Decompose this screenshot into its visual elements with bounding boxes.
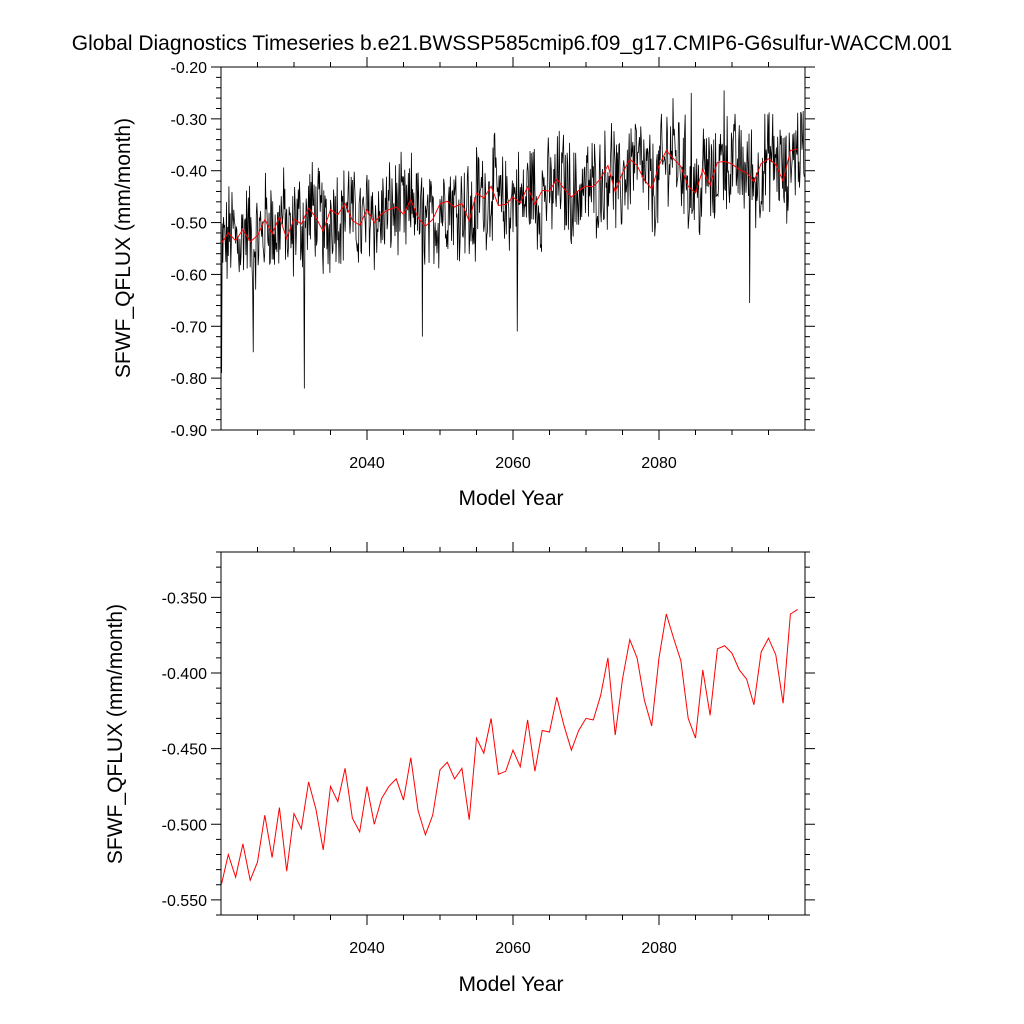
top-x-axis-label: Model Year xyxy=(458,487,563,510)
bottom-y-tick-label: -0.350 xyxy=(162,590,207,607)
bottom-x-tick-label: 2040 xyxy=(349,940,385,957)
bottom-tick-labels: 2040 2060 2080 -0.550 -0.500 -0.450 -0.400 -0.3… xyxy=(162,590,677,957)
top-y-tick-label: -0.50 xyxy=(171,216,208,233)
top-y-tick-label: -0.70 xyxy=(171,319,208,336)
bottom-x-tick-label: 2080 xyxy=(641,940,677,957)
bottom-tick-marks xyxy=(211,542,815,925)
top-y-axis-label: SFWF_QFLUX (mm/month) xyxy=(112,118,135,378)
top-x-tick-label: 2040 xyxy=(349,455,385,472)
top-y-tick-label: -0.40 xyxy=(171,164,208,181)
top-y-tick-label: -0.90 xyxy=(171,423,208,440)
bottom-annual-mean-line xyxy=(221,609,798,887)
top-tick-marks xyxy=(211,57,815,440)
top-x-tick-label: 2060 xyxy=(495,455,531,472)
top-y-tick-label: -0.30 xyxy=(171,112,208,129)
bottom-y-tick-label: -0.450 xyxy=(162,742,207,759)
top-annual-mean-line xyxy=(221,148,798,245)
bottom-series-layer xyxy=(221,609,798,887)
bottom-y-axis-label: SFWF_QFLUX (mm/month) xyxy=(104,604,127,864)
top-x-tick-label: 2080 xyxy=(641,455,677,472)
bottom-y-tick-label: -0.400 xyxy=(162,666,207,683)
figure-title: Global Diagnostics Timeseries b.e21.BWSS… xyxy=(72,32,952,55)
bottom-plot-frame xyxy=(220,551,806,916)
bottom-x-tick-label: 2060 xyxy=(495,940,531,957)
bottom-x-axis-label: Model Year xyxy=(458,973,563,996)
top-y-tick-label: -0.60 xyxy=(171,267,208,284)
top-plot-frame xyxy=(220,66,806,431)
bottom-y-tick-label: -0.500 xyxy=(162,817,207,834)
top-tick-labels: 2040 2060 2080 -0.90 -0.80 -0.70 -0.60 -0.50 -0.… xyxy=(171,60,677,472)
bottom-panel: 2040 2060 2080 -0.550 -0.500 -0.450 -0.400 -0.3… xyxy=(104,542,815,996)
top-panel: 2040 2060 2080 -0.90 -0.80 -0.70 -0.60 -0.50 -0.… xyxy=(112,57,815,510)
top-series-layer xyxy=(221,90,805,389)
monthly-series-line xyxy=(221,90,805,389)
top-y-tick-label: -0.20 xyxy=(171,60,208,77)
top-y-tick-label: -0.80 xyxy=(171,371,208,388)
bottom-y-tick-label: -0.550 xyxy=(162,893,207,910)
